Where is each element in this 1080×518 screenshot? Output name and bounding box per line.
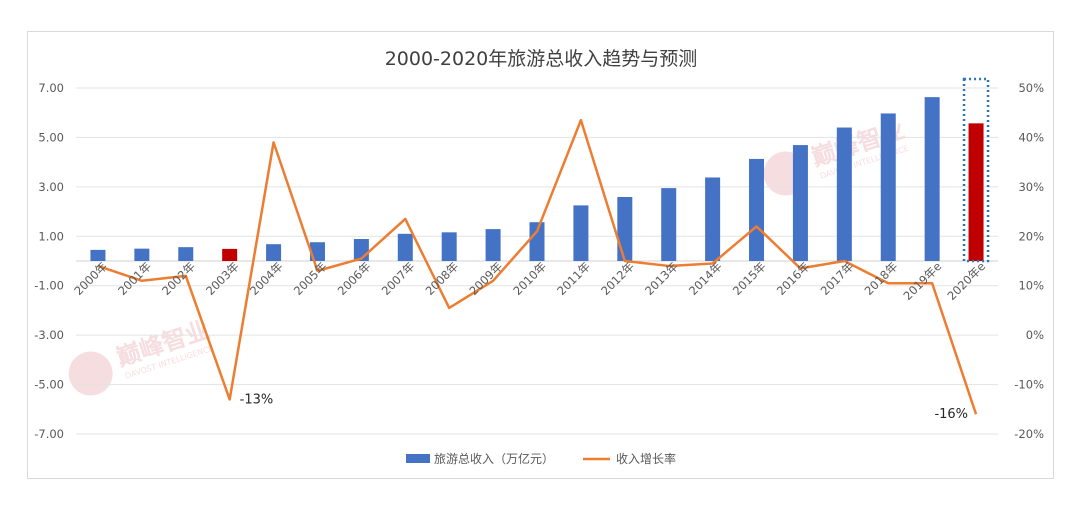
x-tick-label: 2009年 [466,259,505,298]
right-tick-label: 20% [1018,229,1044,243]
left-tick-label: -1.00 [34,279,64,293]
bar-9 [485,229,501,261]
line-series [97,118,978,415]
bar-4 [266,244,282,261]
x-tick-label: 2005年 [291,259,330,298]
right-tick-label: -20% [1014,427,1044,441]
legend: 旅游总收入（万亿元） 收入增长率 [406,451,676,466]
bar-13 [661,188,677,261]
right-tick-label: 40% [1018,130,1044,144]
bar-series [90,77,990,263]
x-tick-label: 2007年 [379,259,418,298]
right-tick-label: 10% [1018,279,1044,293]
x-tick-label: 2020年e [944,259,988,303]
watermark-logo [68,351,113,396]
x-tick-label: 2010年 [510,259,549,298]
bar-3 [222,248,238,261]
legend-label-line: 收入增长率 [616,451,676,466]
bar-15 [749,158,765,261]
annotations: -13% -16% [240,392,968,422]
annotation-label: -16% [934,407,968,422]
legend-label-bars: 旅游总收入（万亿元） [434,451,554,466]
bar-8 [441,232,457,261]
x-axis: 2000年 2001年 2002年 2003年 2004年 2005年 2006年 2007年… [71,259,988,303]
bar-16 [792,145,808,261]
right-axis: 50% 40% 30% 20% 10% 0% -10% -20% [1014,81,1044,441]
left-tick-label: 1.00 [38,229,64,243]
left-tick-label: -7.00 [34,427,64,441]
bar-10 [529,222,545,261]
x-tick-label: 2003年 [203,259,242,298]
right-tick-label: 50% [1018,81,1044,95]
bar-20 [968,123,984,261]
x-tick-label: 2015年 [730,259,769,298]
growth-line [97,118,978,415]
bar-17 [836,127,852,262]
bar-2 [178,247,194,261]
bar-1 [134,248,150,261]
left-axis: 7.00 5.00 3.00 1.00 -1.00 -3.00 -5.00 -7.00 [34,81,64,441]
bar-18 [880,113,896,261]
x-tick-label: 2001年 [115,259,154,298]
right-tick-label: 0% [1026,328,1044,342]
bar-7 [397,233,413,261]
left-tick-label: -5.00 [34,378,64,392]
bar-12 [617,196,633,261]
x-tick-label: 2012年 [598,259,637,298]
x-tick-label: 2011年 [554,259,593,298]
right-tick-label: 30% [1018,180,1044,194]
left-tick-label: 5.00 [38,130,64,144]
forecast-box [962,77,990,263]
chart-frame: 2000-2020年旅游总收入趋势与预测 巅峰智业 DAVOST INTELLIG… [27,31,1054,479]
bar-11 [573,205,589,261]
left-tick-label: -3.00 [34,328,64,342]
x-tick-label: 2000年 [71,259,110,298]
left-tick-label: 3.00 [38,180,64,194]
bar-14 [705,177,721,261]
bar-19 [924,97,940,261]
annotation-label: -13% [240,392,274,407]
bar-0 [90,249,106,261]
left-tick-label: 7.00 [38,81,64,95]
legend-swatch-bars [406,454,430,463]
x-tick-label: 2016年 [774,259,813,298]
right-tick-label: -10% [1014,378,1044,392]
x-tick-label: 2018年 [862,259,901,298]
chart-title: 2000-2020年旅游总收入趋势与预测 [385,48,698,70]
